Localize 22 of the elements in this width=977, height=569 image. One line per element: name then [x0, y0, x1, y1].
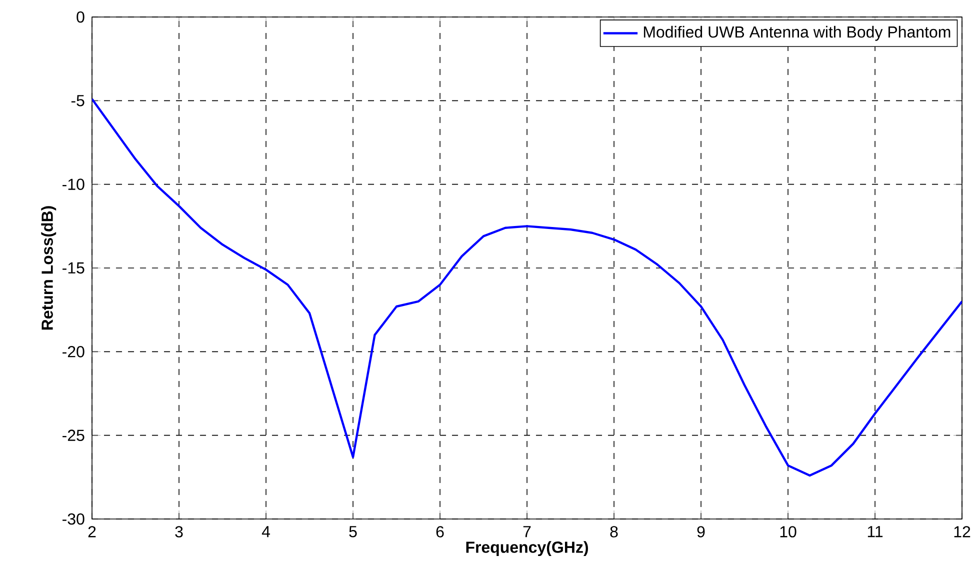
x-tick-label: 6: [436, 526, 444, 538]
x-axis-title: Frequency(GHz): [466, 541, 588, 556]
y-tick-label: -10: [62, 178, 84, 190]
x-tick-label: 12: [954, 526, 970, 538]
x-tick-label: 8: [610, 526, 618, 538]
y-tick-label: -15: [62, 262, 84, 274]
x-tick-label: 7: [523, 526, 531, 538]
x-tick-label: 11: [868, 526, 883, 538]
x-tick-label: 5: [349, 526, 357, 538]
x-tick-label: 9: [697, 526, 705, 538]
y-tick-label: -20: [62, 346, 84, 358]
y-tick-label: -25: [62, 430, 84, 441]
x-tick-label: 4: [262, 526, 270, 538]
x-tick-label: 2: [88, 526, 96, 538]
legend-label: Modified UWB Antenna with Body Phantom: [644, 26, 950, 41]
x-tick-label: 3: [175, 526, 183, 538]
y-tick-label: -5: [71, 95, 84, 106]
y-tick-label: -30: [62, 513, 84, 525]
y-axis-title: Return Loss(dB): [41, 206, 56, 330]
y-tick-label: 0: [76, 11, 84, 23]
line-series: [92, 98, 962, 477]
x-tick-label: 10: [780, 526, 796, 538]
